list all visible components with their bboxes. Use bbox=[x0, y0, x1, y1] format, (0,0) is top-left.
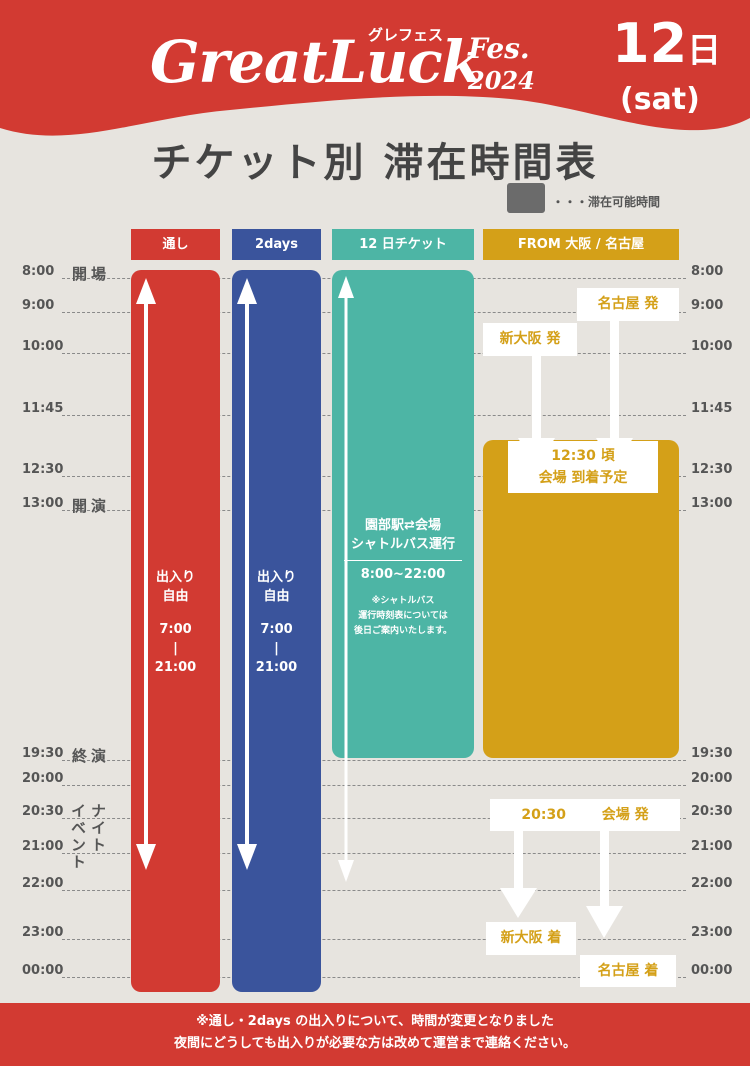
time-label-right: 20:30 bbox=[691, 804, 733, 819]
footer-line2: 夜間にどうしても出入りが必要な方は改めて運営まで連絡ください。 bbox=[174, 1036, 576, 1051]
twodays-line1: 出入り bbox=[256, 570, 296, 585]
column-header-pass: 通し bbox=[131, 229, 220, 260]
time-label-left: 12:30 bbox=[22, 462, 64, 477]
time-label-right: 22:00 bbox=[691, 876, 733, 891]
footer-notice: ※通し・2days の出入りについて、時間が変更となりました 夜間にどうしても出… bbox=[0, 1003, 750, 1066]
festival-logo: GreatLuck グレフェス Fes. 2024 bbox=[150, 18, 570, 108]
logo-fes: Fes. bbox=[468, 32, 530, 65]
twodays-time-end: 21:00 bbox=[255, 660, 298, 675]
pass-time-start: 7:00 bbox=[159, 622, 192, 637]
gridline bbox=[62, 853, 686, 854]
day12-note1: ※シャトルバス bbox=[371, 596, 435, 606]
side-label-night-2: イベント bbox=[69, 803, 87, 871]
venue-depart-label: 20:30 会場 発 bbox=[490, 799, 680, 831]
pass-time-end: 21:00 bbox=[154, 660, 197, 675]
pass-sep: | bbox=[173, 641, 178, 656]
date-weekday: (sat) bbox=[620, 82, 700, 117]
day12-bar: 園部駅⇄会場 シャトルバス運行 8:00~22:00 ※シャトルバス 運行時刻表… bbox=[332, 270, 474, 758]
time-label-right: 8:00 bbox=[691, 264, 724, 279]
double-arrow-icon bbox=[338, 276, 354, 882]
nagoya-depart-label: 名古屋 発 bbox=[577, 288, 679, 321]
from-bar bbox=[483, 440, 679, 758]
gridline bbox=[62, 890, 686, 891]
gridline bbox=[62, 818, 686, 819]
pass-line1: 出入り bbox=[155, 570, 195, 585]
time-label-left: 23:00 bbox=[22, 925, 64, 940]
nagoya-arrive-label: 名古屋 着 bbox=[580, 955, 676, 987]
venue-depart-text: 会場 発 bbox=[601, 807, 649, 823]
osaka-arrive-label: 新大阪 着 bbox=[486, 922, 576, 955]
time-label-right: 12:30 bbox=[691, 462, 733, 477]
column-header-12day: 12 日チケット bbox=[332, 229, 474, 260]
double-arrow-icon bbox=[136, 278, 156, 870]
gridline bbox=[62, 760, 686, 761]
time-label-left: 22:00 bbox=[22, 876, 64, 891]
side-label-start: 開演 bbox=[72, 497, 111, 515]
time-label-left: 00:00 bbox=[22, 963, 64, 978]
legend-swatch bbox=[507, 183, 545, 213]
time-label-right: 11:45 bbox=[691, 401, 733, 416]
time-label-left: 13:00 bbox=[22, 496, 64, 511]
arrival-text: 会場 到着予定 bbox=[538, 470, 628, 486]
page-title: チケット別 滞在時間表 bbox=[151, 140, 599, 186]
gridline bbox=[62, 785, 686, 786]
time-label-right: 10:00 bbox=[691, 339, 733, 354]
twodays-time-start: 7:00 bbox=[260, 622, 293, 637]
time-label-left: 8:00 bbox=[22, 264, 55, 279]
side-label-end: 終演 bbox=[72, 747, 111, 765]
time-label-left: 10:00 bbox=[22, 339, 64, 354]
pass-bar: 出入り 自由 7:00 | 21:00 bbox=[131, 270, 220, 992]
header-banner bbox=[0, 0, 750, 136]
legend-label: ・・・滞在可能時間 bbox=[552, 195, 661, 209]
twodays-bar-text: 出入り 自由 7:00 | 21:00 bbox=[232, 568, 321, 677]
osaka-depart-label: 新大阪 発 bbox=[483, 323, 577, 356]
double-arrow-icon bbox=[237, 278, 257, 870]
time-label-right: 20:00 bbox=[691, 771, 733, 786]
gridline bbox=[62, 977, 686, 978]
date-number: 12 bbox=[612, 12, 688, 75]
time-label-right: 9:00 bbox=[691, 298, 724, 313]
pass-line2: 自由 bbox=[162, 589, 189, 604]
time-label-left: 19:30 bbox=[22, 746, 64, 761]
venue-depart-time: 20:30 bbox=[521, 807, 566, 823]
day12-note2: 運行時刻表については bbox=[358, 611, 448, 621]
column-header-from-osaka-nagoya: FROM 大阪 / 名古屋 bbox=[483, 229, 679, 260]
date-unit: 日 bbox=[687, 31, 722, 71]
logo-kana: グレフェス bbox=[368, 26, 444, 44]
day12-bar-text: 園部駅⇄会場 シャトルバス運行 8:00~22:00 ※シャトルバス 運行時刻表… bbox=[332, 516, 474, 639]
time-label-left: 20:30 bbox=[22, 804, 64, 819]
time-label-right: 13:00 bbox=[691, 496, 733, 511]
side-label-night-1: ナイト bbox=[89, 803, 107, 854]
pass-bar-text: 出入り 自由 7:00 | 21:00 bbox=[131, 568, 220, 677]
day12-line3: 8:00~22:00 bbox=[360, 567, 446, 582]
column-header-2days: 2days bbox=[232, 229, 321, 260]
logo-main: GreatLuck bbox=[150, 28, 482, 96]
gridline bbox=[62, 939, 686, 940]
logo-year: 2024 bbox=[468, 66, 535, 95]
twodays-sep: | bbox=[274, 641, 279, 656]
date-badge: 12日 (sat) bbox=[612, 12, 722, 118]
time-label-left: 20:00 bbox=[22, 771, 64, 786]
time-label-left: 21:00 bbox=[22, 839, 64, 854]
arrival-time: 12:30 頃 bbox=[551, 448, 615, 464]
twodays-bar: 出入り 自由 7:00 | 21:00 bbox=[232, 270, 321, 992]
time-label-left: 11:45 bbox=[22, 401, 64, 416]
side-label-open: 開場 bbox=[72, 265, 111, 283]
footer-line1: ※通し・2days の出入りについて、時間が変更となりました bbox=[196, 1014, 554, 1029]
time-label-right: 00:00 bbox=[691, 963, 733, 978]
arrival-label: 12:30 頃 会場 到着予定 bbox=[508, 441, 658, 493]
bus-arrows bbox=[500, 320, 633, 938]
time-label-right: 19:30 bbox=[691, 746, 733, 761]
day12-note3: 後日ご案内いたします。 bbox=[353, 626, 453, 636]
day12-line2: シャトルバス運行 bbox=[350, 537, 455, 552]
time-label-left: 9:00 bbox=[22, 298, 55, 313]
time-label-right: 21:00 bbox=[691, 839, 733, 854]
twodays-line2: 自由 bbox=[263, 589, 290, 604]
day12-line1: 園部駅⇄会場 bbox=[365, 518, 441, 533]
time-label-right: 23:00 bbox=[691, 925, 733, 940]
